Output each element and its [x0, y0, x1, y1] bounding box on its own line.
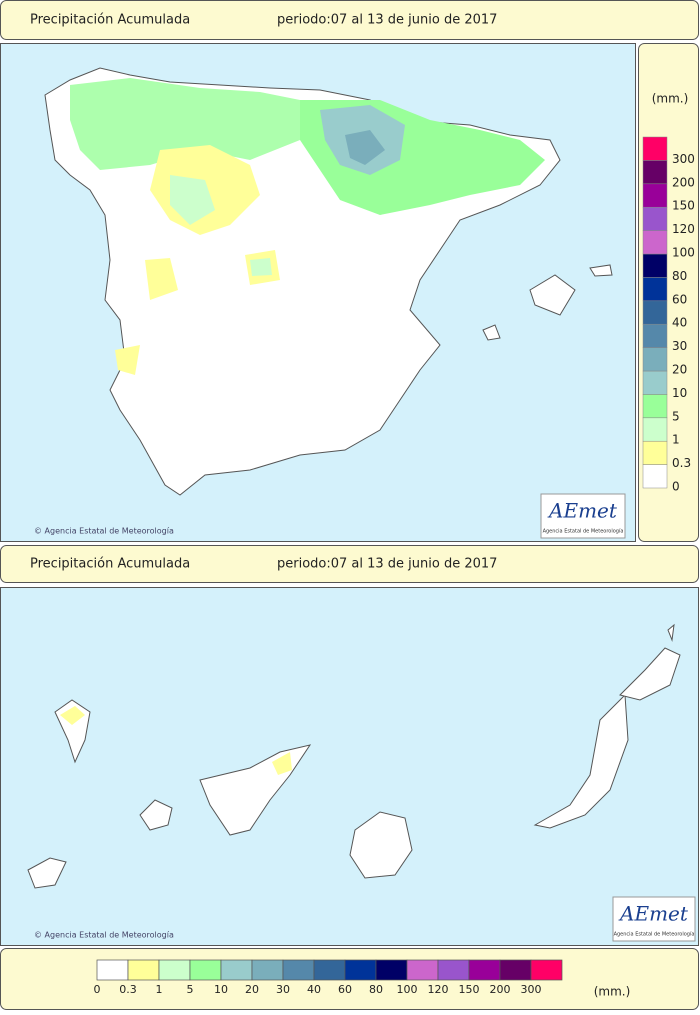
map-credit: © Agencia Estatal de Meteorología	[34, 527, 174, 536]
legend-swatch	[642, 370, 668, 395]
legend-swatch	[282, 959, 315, 981]
island	[619, 623, 681, 701]
legend-label: 150	[672, 199, 695, 213]
legend-swatch	[220, 959, 253, 981]
legend-label: 0.3	[119, 983, 137, 996]
legend-swatch	[344, 959, 377, 981]
legend-swatch	[642, 464, 668, 489]
legend-label: 200	[672, 175, 695, 189]
legend-swatch	[313, 959, 346, 981]
header-title: Precipitación Acumulada	[30, 13, 190, 28]
island	[27, 857, 67, 889]
legend-unit: (mm.)	[652, 92, 689, 106]
legend-swatch	[642, 183, 668, 208]
logo-caption: Agencia Estatal de Meteorología	[543, 528, 624, 535]
legend-label: 150	[459, 983, 480, 996]
legend-swatch	[642, 300, 668, 325]
rain-area	[115, 250, 280, 375]
legend-label: 60	[338, 983, 352, 996]
legend-label: 80	[369, 983, 383, 996]
legend-swatch	[642, 253, 668, 278]
legend-label: 40	[307, 983, 321, 996]
legend-unit: (mm.)	[594, 985, 631, 999]
legend-swatch	[642, 417, 668, 442]
legend-swatch	[96, 959, 129, 981]
legend-label: 30	[672, 339, 687, 353]
legend-horizontal: 0 0.3 1 5 10 20 30 40 60 80 100 120 150 200 300	[94, 959, 563, 996]
legend-label: 200	[490, 983, 511, 996]
legend-label: 0.3	[672, 456, 691, 470]
legend-label: 60	[672, 292, 687, 306]
legend-label: 100	[672, 246, 695, 260]
legend-swatch	[642, 230, 668, 255]
rain-area	[60, 706, 85, 725]
legend-label: 300	[672, 152, 695, 166]
legend-swatch	[642, 136, 668, 161]
header-period: periodo:07 al 13 de junio de 2017	[277, 557, 497, 572]
legend-swatch	[642, 160, 668, 185]
legend-swatch	[437, 959, 470, 981]
legend-swatch	[642, 394, 668, 419]
legend-swatch	[158, 959, 191, 981]
rain-area	[170, 175, 215, 225]
header-title: Precipitación Acumulada	[30, 557, 190, 572]
rain-area	[70, 78, 300, 170]
legend-swatch	[127, 959, 160, 981]
legend-label: 10	[214, 983, 228, 996]
logo: AEmet	[618, 902, 689, 926]
header-period: periodo:07 al 13 de junio de 2017	[277, 13, 497, 28]
legend-label: 120	[428, 983, 449, 996]
balearic-islands	[482, 264, 613, 341]
legend-swatch	[642, 323, 668, 348]
logo-box	[612, 896, 696, 942]
logo-caption: Agencia Estatal de Meteorología	[614, 931, 695, 938]
legend-label: 0	[94, 983, 101, 996]
logo-box	[540, 493, 626, 539]
legend-swatch	[251, 959, 284, 981]
legend-swatch	[642, 440, 668, 465]
rain-area	[250, 258, 272, 276]
legend-label: 5	[672, 409, 680, 423]
legend-swatch	[499, 959, 532, 981]
legend-label: 10	[672, 386, 687, 400]
legend-label: 100	[397, 983, 418, 996]
legend-label: 5	[187, 983, 194, 996]
header-panel	[0, 545, 699, 583]
legend-label: 120	[672, 222, 695, 236]
legend-swatch	[189, 959, 222, 981]
island	[349, 811, 413, 879]
island	[139, 799, 173, 831]
legend-label: 20	[672, 363, 687, 377]
legend-label: 20	[245, 983, 259, 996]
rain-area	[345, 130, 385, 165]
island	[533, 693, 629, 829]
legend-label: 300	[521, 983, 542, 996]
legend-vertical: 0 0.3 1 5 10 20 30 40 60 80 100 120 150 200 300	[642, 136, 695, 494]
legend-label: 40	[672, 316, 687, 330]
rain-area	[272, 752, 292, 775]
legend-label: 1	[672, 433, 680, 447]
header-panel	[0, 0, 699, 40]
legend-swatch	[642, 347, 668, 372]
legend-label: 80	[672, 269, 687, 283]
legend-swatch	[530, 959, 563, 981]
legend-swatch	[406, 959, 439, 981]
logo: AEmet	[547, 499, 618, 523]
map-credit: © Agencia Estatal de Meteorología	[34, 931, 174, 940]
legend-swatch	[642, 206, 668, 231]
legend-swatch	[375, 959, 408, 981]
legend-label: 0	[672, 480, 680, 494]
legend-label: 1	[156, 983, 163, 996]
legend-swatch	[468, 959, 501, 981]
legend-swatch	[642, 277, 668, 302]
legend-label: 30	[276, 983, 290, 996]
map-canarias	[0, 587, 699, 946]
